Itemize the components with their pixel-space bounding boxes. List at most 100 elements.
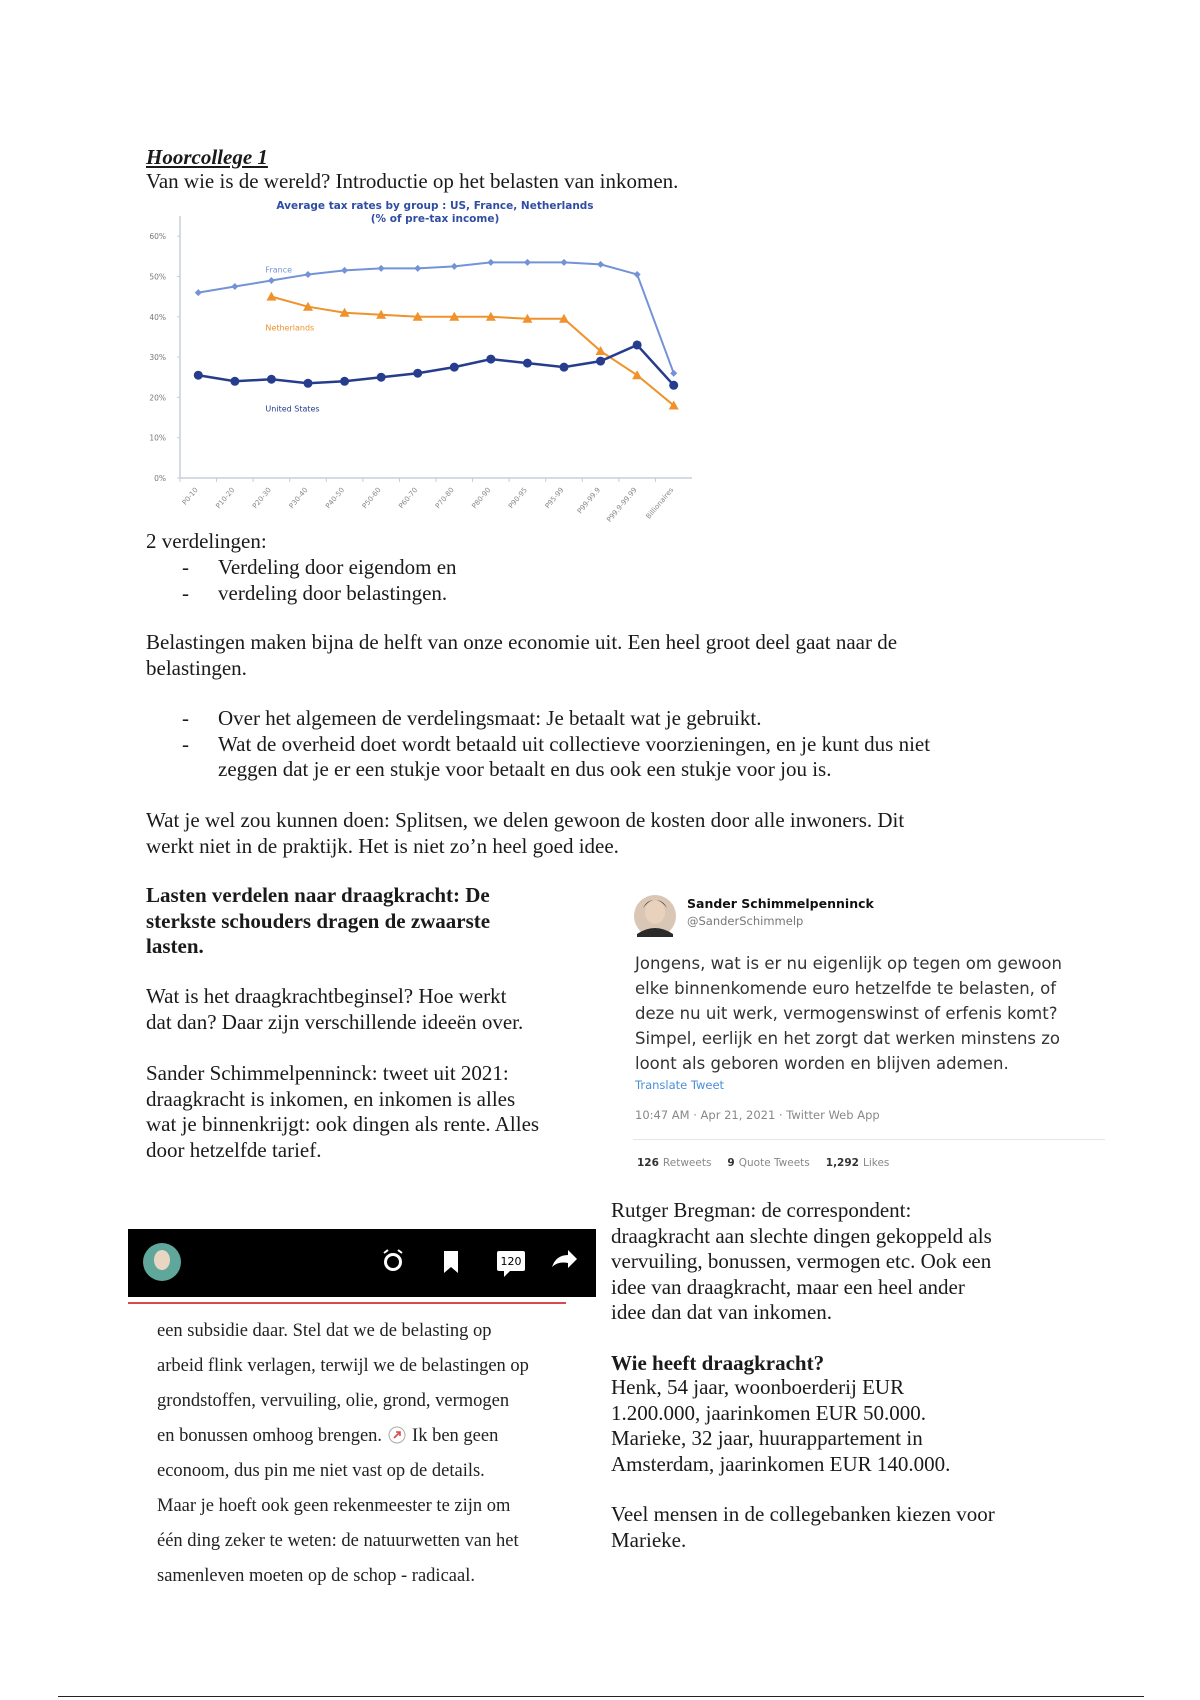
bullet-item: - Wat de overheid doet wordt betaald uit … (146, 732, 930, 783)
data-point (303, 378, 313, 388)
paragraph: Sander Schimmelpenninck: tweet uit 2021:… (146, 1061, 539, 1163)
comment-count: 120 (501, 1255, 522, 1268)
x-tick-label: P20-30 (251, 486, 273, 510)
article-text-part: één ding zeker te weten: de natuurwetten… (157, 1531, 519, 1551)
avatar (634, 895, 676, 937)
x-tick-label: P60-70 (397, 486, 419, 510)
text-line: Wat is het draagkrachtbeginsel? Hoe werk… (146, 984, 507, 1008)
data-point (523, 258, 531, 266)
data-point (485, 311, 496, 321)
article-line: en bonussen omhoog brengen. Ik ben geen (157, 1426, 498, 1447)
x-tick-label: P95-99 (544, 486, 566, 510)
data-point (376, 372, 386, 382)
verdelingen-lead: 2 verdelingen: (146, 529, 267, 553)
text-line: Verdeling door eigendom en (218, 555, 457, 579)
data-point (266, 291, 277, 301)
article-text-part: arbeid flink verlagen, terwijl we de bel… (157, 1356, 529, 1376)
data-point (267, 276, 275, 284)
data-point (632, 370, 643, 380)
comments-icon[interactable] (497, 1251, 525, 1277)
text-line: idee dan dat van inkomen. (611, 1300, 833, 1324)
article-text-part: grondstoffen, vervuiling, olie, grond, v… (157, 1391, 510, 1411)
text-line: verdeling door belastingen. (218, 580, 448, 605)
data-point (193, 370, 203, 380)
data-point (340, 376, 350, 386)
inline-icon[interactable] (386, 1426, 408, 1444)
paragraph: Belastingen maken bijna de helft van onz… (146, 630, 897, 681)
bullet-item: - Verdeling door eigendom en (146, 555, 457, 581)
share-icon[interactable] (552, 1250, 577, 1268)
article-line: arbeid flink verlagen, terwijl we de bel… (157, 1356, 529, 1377)
tweet-stat: 9 Quote Tweets (727, 1157, 809, 1169)
data-point (449, 362, 459, 372)
bookmark-icon[interactable] (444, 1251, 458, 1273)
stat-count: 126 (637, 1157, 659, 1169)
data-point (449, 311, 460, 321)
text-line: Veel mensen in de collegebanken kiezen v… (611, 1502, 995, 1526)
data-point (377, 264, 385, 272)
stat-label: Quote Tweets (738, 1157, 810, 1169)
bullet-dash: - (182, 580, 189, 605)
article-text-part: samenleven moeten op de schop - radicaal… (157, 1566, 475, 1586)
text-line: Jongens, wat is er nu eigenlijk op tegen… (635, 954, 1062, 973)
x-tick-label: P40-50 (324, 486, 346, 510)
chart-title: Average tax rates by group : US, France,… (276, 200, 593, 212)
divider (633, 1139, 1105, 1140)
paragraph: Veel mensen in de collegebanken kiezen v… (611, 1502, 995, 1553)
data-point (595, 346, 606, 356)
data-point (376, 309, 387, 319)
text-line: Henk, 54 jaar, woonboerderij EUR (611, 1375, 905, 1399)
bullet-item: - verdeling door belastingen. (146, 581, 457, 607)
page-rule (58, 1696, 1144, 1697)
stat-count: 9 (727, 1157, 735, 1169)
data-point (633, 270, 641, 278)
article-text-part: een subsidie daar. Stel dat we de belast… (157, 1321, 492, 1341)
text-line: Rutger Bregman: de correspondent: (611, 1198, 912, 1222)
y-tick-label: 20% (149, 393, 166, 402)
data-point (266, 374, 276, 384)
x-tick-label: Billionaires (645, 486, 676, 521)
text-line: door hetzelfde tarief. (146, 1137, 322, 1162)
series-line (271, 295, 675, 407)
article-line: grondstoffen, vervuiling, olie, grond, v… (157, 1391, 509, 1412)
text-line: vervuiling, bonussen, vermogen etc. Ook … (611, 1249, 992, 1273)
article-text-part: Ik ben geen (412, 1426, 499, 1446)
lecture-title: Hoorcollege 1 (146, 145, 268, 169)
text-line: wat je binnenkrijgt: ook dingen als rent… (146, 1112, 540, 1136)
data-point (304, 270, 312, 278)
article-text-part: Maar je hoeft ook geen rekenmeester te z… (157, 1496, 511, 1516)
verdelingsmaat-list: - Over het algemeen de verdelingsmaat: Je… (146, 706, 930, 783)
text-line: belastingen. (146, 655, 247, 680)
y-tick-label: 60% (149, 232, 166, 241)
article-text-part: econoom, dus pin me niet vast op de deta… (157, 1461, 485, 1481)
translate-link[interactable]: Translate Tweet (635, 1078, 725, 1092)
data-point (560, 258, 568, 266)
tweet-stats: 126 Retweets 9 Quote Tweets 1,292 Likes (637, 1157, 905, 1169)
data-point (597, 260, 605, 268)
bullet-dash: - (182, 706, 189, 730)
stat-label: Likes (862, 1157, 890, 1169)
data-point (230, 376, 240, 386)
y-tick-label: 40% (149, 313, 166, 322)
text-line: Amsterdam, jaarinkomen EUR 140.000. (611, 1451, 951, 1476)
x-tick-label: P70-80 (434, 486, 456, 510)
tweet-name: Sander Schimmelpenninck (687, 896, 874, 911)
article-line: econoom, dus pin me niet vast op de deta… (157, 1461, 485, 1482)
paragraph: Rutger Bregman: de correspondent: draagkr… (611, 1198, 992, 1326)
paragraph: Wat is het draagkrachtbeginsel? Hoe werk… (146, 984, 523, 1035)
data-point (341, 266, 349, 274)
article-line: samenleven moeten op de schop - radicaal… (157, 1566, 475, 1587)
series-label: France (265, 266, 292, 275)
bullet-dash: - (182, 555, 189, 579)
article-text-part: en bonussen omhoog brengen. (157, 1426, 383, 1446)
text-line: loont als geboren worden en blijven adem… (635, 1054, 1009, 1073)
y-tick-label: 30% (149, 353, 166, 362)
text-line: zeggen dat je er een stukje voor betaalt… (218, 757, 832, 781)
article-line: één ding zeker te weten: de natuurwetten… (157, 1531, 519, 1552)
data-point (339, 307, 350, 317)
data-point (670, 369, 678, 377)
section-heading: Wie heeft draagkracht? (611, 1351, 825, 1375)
data-point (522, 358, 532, 368)
alarm-icon[interactable] (383, 1249, 403, 1271)
